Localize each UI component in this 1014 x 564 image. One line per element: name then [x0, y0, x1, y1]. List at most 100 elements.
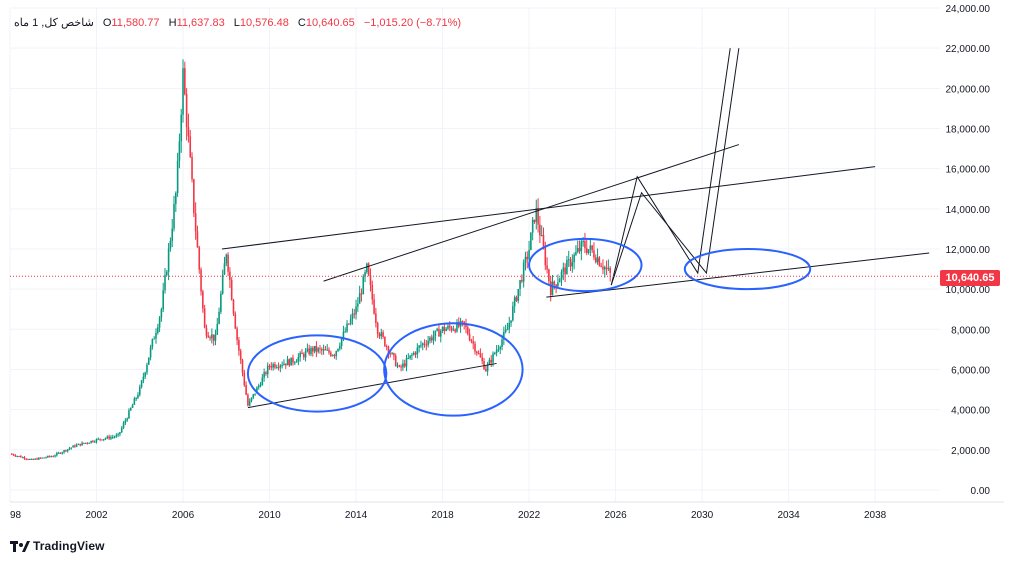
candle-body [515, 297, 518, 301]
candle-body [178, 141, 181, 161]
candle-body [166, 271, 168, 275]
tradingview-logo[interactable]: TradingView [10, 539, 105, 553]
candle-body [317, 348, 319, 352]
candle-body [133, 398, 136, 405]
candle-body [476, 351, 478, 354]
candle-body [508, 323, 511, 330]
candle-body [439, 330, 442, 337]
candle-body [75, 444, 78, 447]
candle-body [191, 156, 193, 180]
candle-body [403, 363, 406, 367]
candle-body [409, 355, 411, 359]
candle-body [531, 219, 534, 233]
candle-body [66, 449, 69, 452]
candle-body [160, 309, 163, 318]
candle-body [513, 297, 516, 307]
candle-body [463, 321, 465, 324]
candle-body [158, 317, 161, 328]
high-key: H [168, 17, 177, 29]
candle-body [308, 348, 310, 355]
x-tick-label: 2034 [777, 510, 800, 521]
candle-body [301, 352, 303, 355]
candle-body [389, 353, 392, 355]
candle-body [423, 343, 426, 345]
candle-body [129, 407, 132, 411]
candle-body [578, 248, 581, 252]
candle-body [438, 328, 440, 337]
x-tick-label: 2038 [864, 510, 887, 521]
candle-body [180, 114, 183, 142]
candle-body [322, 349, 325, 351]
x-tick-label: 2002 [85, 510, 108, 521]
candle-body [272, 364, 274, 368]
candle-body [492, 353, 494, 363]
candle-body [591, 245, 593, 251]
candle-body [465, 323, 467, 328]
candle-body [205, 327, 208, 336]
candle-body [430, 337, 433, 341]
candle-body [407, 358, 410, 360]
close-value: 10,640.65 [305, 17, 355, 29]
candle-body [382, 332, 384, 337]
trendline [610, 48, 740, 286]
open-value: 11,580.77 [111, 17, 160, 29]
candle-body [239, 350, 242, 361]
candle-body [299, 352, 301, 357]
candle-body [358, 293, 361, 304]
candle-body [517, 289, 520, 301]
trendline [247, 362, 497, 409]
candle-body [506, 329, 509, 331]
y-tick-label: 20,000.00 [946, 84, 991, 95]
candle-body [367, 263, 370, 276]
candle-body [539, 224, 541, 236]
candle-body [447, 325, 449, 329]
candle-body [351, 313, 354, 319]
candle-body [173, 203, 175, 229]
candle-body [443, 326, 446, 331]
candle-body [333, 355, 336, 357]
candle-body [207, 335, 210, 338]
candle-body [63, 450, 65, 453]
candle-body [306, 348, 309, 352]
candle-body [412, 352, 415, 355]
candle-body [466, 327, 469, 335]
candle-body [558, 279, 561, 283]
candle-body [216, 323, 219, 335]
candle-body [110, 437, 112, 439]
candle-body [375, 313, 377, 324]
candles [11, 59, 611, 461]
candle-body [585, 248, 588, 253]
candle-body [16, 455, 19, 457]
candle-body [23, 457, 26, 459]
candle-body [364, 272, 366, 277]
candle-body [421, 343, 424, 346]
candle-body [61, 452, 64, 454]
candle-body [21, 457, 24, 459]
y-tick-label: 0.00 [971, 486, 991, 497]
candle-body [555, 284, 557, 287]
candle-body [567, 259, 570, 261]
candle-body [584, 241, 586, 249]
candle-body [328, 349, 330, 353]
candle-body [57, 452, 60, 454]
candle-body [270, 366, 273, 368]
candle-body [501, 339, 503, 347]
candle-body [74, 445, 76, 447]
candle-body [603, 267, 606, 270]
candle-body [131, 404, 134, 408]
candle-body [528, 250, 530, 260]
annotation-ellipse [528, 237, 643, 293]
y-tick-label: 12,000.00 [946, 245, 991, 256]
candle-body [562, 267, 565, 272]
candle-body [34, 458, 37, 460]
candle-body [311, 347, 314, 352]
candle-body [111, 436, 114, 438]
candle-body [266, 365, 269, 375]
candle-body [477, 353, 480, 355]
candle-body [108, 436, 110, 439]
candle-body [236, 328, 238, 341]
open-key: O [102, 17, 112, 29]
candle-body [97, 438, 100, 440]
candle-body [474, 343, 476, 352]
